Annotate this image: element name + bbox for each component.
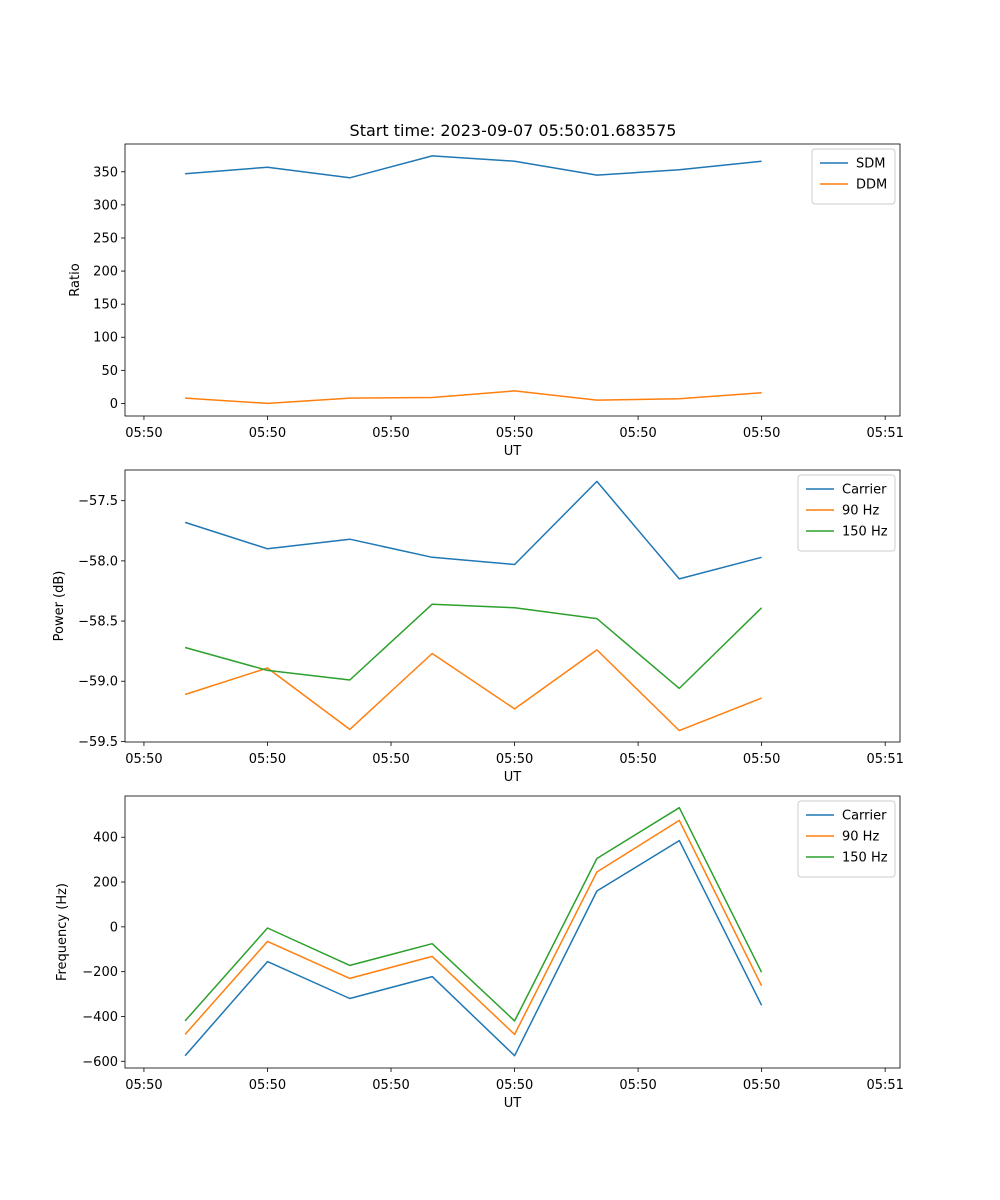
legend-entry: DDM — [856, 178, 887, 193]
x-tick-label: 05:50 — [249, 1078, 286, 1093]
x-tick-label: 05:50 — [372, 1078, 409, 1093]
y-tick-label: −400 — [82, 1010, 118, 1025]
y-tick-label: 250 — [93, 231, 118, 246]
x-tick-label: 05:50 — [372, 752, 409, 767]
x-tick-label: 05:50 — [125, 426, 162, 441]
y-tick-label: 100 — [93, 331, 118, 346]
y-axis-label: Power (dB) — [52, 571, 67, 642]
y-tick-label: 50 — [101, 364, 118, 379]
x-tick-label: 05:50 — [496, 1078, 533, 1093]
x-tick-label: 05:51 — [866, 1078, 903, 1093]
y-tick-label: −57.5 — [78, 494, 118, 509]
legend-entry: Carrier — [842, 809, 887, 824]
series-line-150-hz — [184, 806, 763, 1022]
y-tick-label: −200 — [82, 965, 118, 980]
x-axis-label: UT — [504, 444, 522, 459]
plot-area — [125, 470, 900, 742]
y-tick-label: 200 — [93, 265, 118, 280]
chart-panel-3: 05:50 05:50 05:50 05:50 05:50 05:50 05:51 −600 −… — [55, 795, 904, 1111]
legend-entry: Carrier — [842, 483, 887, 498]
legend-box — [797, 800, 896, 878]
y-tick-label: 0 — [110, 920, 118, 935]
y-tick-label: −58.5 — [78, 615, 118, 630]
y-tick-label: 350 — [93, 165, 118, 180]
x-tick-label: 05:50 — [249, 752, 286, 767]
chart-panel-1: 05:50 05:50 05:50 05:50 05:50 05:50 05:51 0 50 10… — [68, 143, 904, 459]
axes-frame — [124, 143, 901, 417]
series-line-sdm — [185, 155, 762, 179]
x-tick-label: 05:51 — [866, 426, 903, 441]
legend-entry: 150 Hz — [842, 851, 888, 866]
legend-box — [797, 474, 896, 552]
y-axis-label: Frequency (Hz) — [55, 883, 70, 981]
x-tick-label: 05:50 — [619, 426, 656, 441]
x-tick-label: 05:50 — [372, 426, 409, 441]
series-line-90-hz — [184, 819, 763, 1036]
x-axis-label: UT — [504, 770, 522, 785]
y-tick-label: 200 — [93, 876, 118, 891]
y-axis-label: Ratio — [68, 263, 83, 296]
plot-area — [125, 796, 900, 1068]
y-tick-label: −600 — [82, 1055, 118, 1070]
plot-area — [125, 144, 900, 416]
series-line-ddm — [185, 390, 762, 405]
y-tick-label: −59.0 — [78, 675, 118, 690]
series-line-carrier — [184, 480, 762, 580]
x-tick-label: 05:50 — [125, 1078, 162, 1093]
x-tick-label: 05:50 — [743, 752, 780, 767]
x-tick-label: 05:51 — [866, 752, 903, 767]
legend-entry: SDM — [856, 157, 885, 172]
x-tick-label: 05:50 — [249, 426, 286, 441]
x-axis-label: UT — [504, 1096, 522, 1111]
y-tick-label: −58.0 — [78, 554, 118, 569]
axes-frame — [124, 469, 901, 743]
legend: SDM DDM — [811, 148, 896, 205]
axes-frame — [124, 795, 901, 1069]
legend-entry: 90 Hz — [842, 504, 879, 519]
legend: Carrier 90 Hz 150 Hz — [797, 800, 896, 878]
y-tick-label: −59.5 — [78, 735, 118, 750]
chart-panel-2: 05:50 05:50 05:50 05:50 05:50 05:50 05:51 −59.5… — [52, 469, 904, 785]
legend: Carrier 90 Hz 150 Hz — [797, 474, 896, 552]
x-tick-label: 05:50 — [619, 1078, 656, 1093]
x-tick-label: 05:50 — [619, 752, 656, 767]
x-tick-label: 05:50 — [125, 752, 162, 767]
legend-entry: 90 Hz — [842, 830, 879, 845]
panels: 05:50 05:50 05:50 05:50 05:50 05:50 05:51 0 50 10… — [52, 143, 904, 1111]
x-tick-label: 05:50 — [496, 426, 533, 441]
y-tick-label: 300 — [93, 198, 118, 213]
series-line-150-hz — [184, 603, 763, 690]
y-tick-label: 400 — [93, 831, 118, 846]
x-tick-label: 05:50 — [743, 426, 780, 441]
series-line-carrier — [184, 839, 763, 1057]
x-tick-label: 05:50 — [496, 752, 533, 767]
legend-entry: 150 Hz — [842, 525, 888, 540]
y-tick-label: 0 — [110, 397, 118, 412]
figure-title: Start time: 2023-09-07 05:50:01.683575 — [350, 121, 677, 140]
y-tick-label: 150 — [93, 298, 118, 313]
x-tick-label: 05:50 — [743, 1078, 780, 1093]
series-line-90-hz — [184, 649, 762, 732]
